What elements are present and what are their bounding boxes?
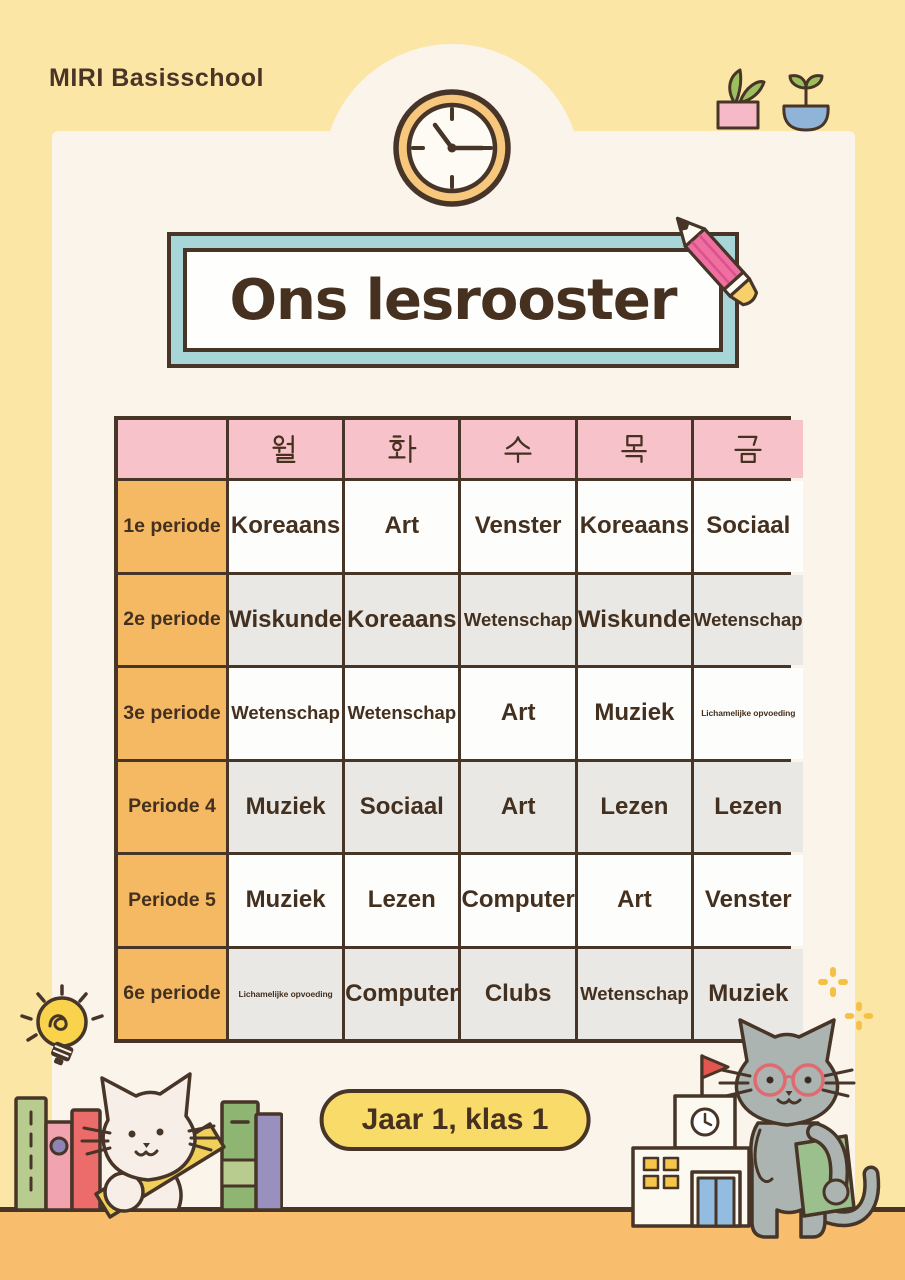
subject-label: Computer xyxy=(345,979,459,1007)
subject-label: Wetenschap xyxy=(347,702,457,724)
title-box: Ons lesrooster xyxy=(167,232,739,368)
potted-plants-icon xyxy=(716,68,830,132)
sparkles-icon xyxy=(818,967,874,1031)
subject-label: Wiskunde xyxy=(577,605,691,633)
subject-label: Muziek xyxy=(594,699,675,727)
schedule-cell: Muziek xyxy=(577,668,691,759)
schedule-cell: Lichamelijke opvoeding xyxy=(693,668,803,759)
subject-label: Lezen xyxy=(367,886,436,914)
subject-label: Venster xyxy=(704,886,792,914)
period-label-cell: Periode 5 xyxy=(118,855,226,946)
subject-label: Lichamelijke opvoeding xyxy=(701,708,796,719)
teacher-cat-illustration xyxy=(631,967,881,1239)
subject-label: Wiskunde xyxy=(229,605,343,633)
school-building-icon xyxy=(631,1054,751,1228)
schedule-cell: Lezen xyxy=(693,761,803,852)
schedule-cell: Koreaans xyxy=(229,481,343,572)
schedule-cell: Wetenschap xyxy=(345,668,459,759)
subject-label: Clubs xyxy=(484,979,552,1007)
schedule-cell: Venster xyxy=(461,481,575,572)
period-label-cell: 2e periode xyxy=(118,574,226,665)
schedule-cell: Art xyxy=(461,761,575,852)
hangul-day-glyph xyxy=(504,436,532,464)
schedule-cell: Muziek xyxy=(229,761,343,852)
subject-label: Wetenschap xyxy=(463,608,573,630)
page-title: Ons lesrooster xyxy=(229,267,677,333)
subject-label: Muziek xyxy=(708,979,789,1007)
schedule-cell: Wetenschap xyxy=(461,574,575,665)
schedule-cell: Sociaal xyxy=(345,761,459,852)
subject-label: Art xyxy=(500,792,536,820)
schedule-table: 월화수목금1e periodeKoreaansArtVensterKoreaan… xyxy=(114,416,803,1043)
subject-label: Muziek xyxy=(245,886,326,914)
class-badge: Jaar 1, klas 1 xyxy=(319,1089,591,1151)
subject-label: Wetenschap xyxy=(580,982,689,1004)
subject-label: Koreaans xyxy=(347,605,457,633)
day-header-cell: 목 xyxy=(577,420,691,478)
day-header-cell: 월 xyxy=(229,420,343,478)
day-header-cell: 화 xyxy=(345,420,459,478)
hangul-day-glyph xyxy=(388,434,417,464)
period-label-cell: 3e periode xyxy=(118,668,226,759)
schedule-cell: Computer xyxy=(345,948,459,1039)
subject-label: Lichamelijke opvoeding xyxy=(238,988,333,999)
hangul-day-glyph xyxy=(271,434,296,464)
schedule-cell: Lezen xyxy=(345,855,459,946)
glasses-icon xyxy=(753,1063,825,1097)
schedule-cell: Art xyxy=(577,855,691,946)
schedule-cell: Sociaal xyxy=(693,481,803,572)
day-header-cell: 금 xyxy=(693,420,803,478)
subject-label: Wetenschap xyxy=(693,608,803,630)
schedule-cell: Art xyxy=(345,481,459,572)
schedule-corner-cell xyxy=(118,420,226,478)
schedule-cell: Wiskunde xyxy=(577,574,691,665)
subject-label: Art xyxy=(500,699,536,727)
schedule-cell: Art xyxy=(461,668,575,759)
subject-label: Art xyxy=(384,512,420,540)
schedule-cell: Muziek xyxy=(229,855,343,946)
subject-label: Computer xyxy=(461,886,575,914)
wall-clock-icon xyxy=(393,89,511,207)
subject-label: Muziek xyxy=(245,792,326,820)
day-header-cell: 수 xyxy=(461,420,575,478)
schedule-cell: Koreaans xyxy=(345,574,459,665)
schedule-cell: Lichamelijke opvoeding xyxy=(229,948,343,1039)
subject-label: Koreaans xyxy=(579,512,690,540)
subject-label: Venster xyxy=(474,512,562,540)
schedule-cell: Clubs xyxy=(461,948,575,1039)
pencil-icon xyxy=(675,216,759,307)
lightbulb-icon xyxy=(20,984,104,1066)
subject-label: Sociaal xyxy=(359,792,444,820)
subject-label: Lezen xyxy=(714,792,783,820)
title-inner: Ons lesrooster xyxy=(183,248,723,352)
schedule-cell: Wetenschap xyxy=(693,574,803,665)
period-label-cell: 6e periode xyxy=(118,948,226,1039)
school-name: MIRI Basisschool xyxy=(49,64,264,92)
schedule-cell: Koreaans xyxy=(577,481,691,572)
teacher-cat xyxy=(718,1018,881,1239)
subject-label: Art xyxy=(617,886,652,914)
schedule-cell: Wetenschap xyxy=(577,948,691,1039)
period-label-cell: 1e periode xyxy=(118,481,226,572)
subject-label: Wetenschap xyxy=(231,702,340,724)
books-and-cat-illustration xyxy=(14,984,283,1219)
schedule-cell: Wiskunde xyxy=(229,574,343,665)
hangul-day-glyph xyxy=(621,434,648,464)
schedule-cell: Lezen xyxy=(577,761,691,852)
hangul-day-glyph xyxy=(734,435,762,464)
schedule-cell: Wetenschap xyxy=(229,668,343,759)
subject-label: Koreaans xyxy=(230,512,341,540)
schedule-cell: Computer xyxy=(461,855,575,946)
period-label-cell: Periode 4 xyxy=(118,761,226,852)
schedule-cell: Venster xyxy=(693,855,803,946)
subject-label: Sociaal xyxy=(706,512,791,540)
subject-label: Lezen xyxy=(600,792,669,820)
